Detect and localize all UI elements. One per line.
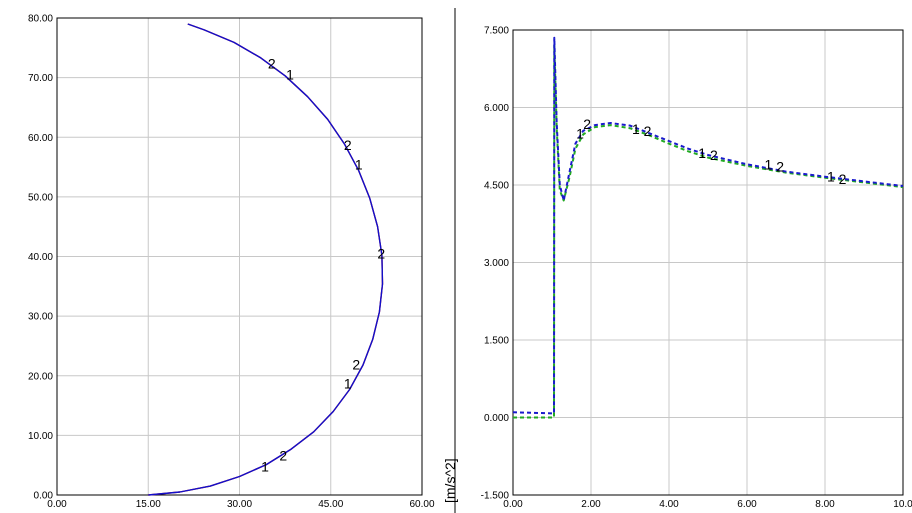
curve-marker-label: 1 <box>698 145 706 161</box>
series-line-1 <box>513 44 904 419</box>
curve-marker-label: 2 <box>644 123 652 139</box>
x-tick-label: 6.00 <box>737 499 757 510</box>
curve-marker-label: 2 <box>279 448 287 464</box>
y-tick-label: 1.500 <box>484 336 509 347</box>
y-tick-label: 10.00 <box>28 431 53 442</box>
curve-marker-label: 1 <box>261 458 269 474</box>
y-tick-label: 6.000 <box>484 103 509 114</box>
y-tick-label: 7.500 <box>484 26 509 37</box>
curve-marker-label: 2 <box>583 116 591 132</box>
y-tick-label: -1.500 <box>481 491 510 502</box>
curve-marker-label: 1 <box>827 169 835 185</box>
curve-marker-label: 2 <box>268 55 276 71</box>
x-tick-label: 10.0 <box>893 499 912 510</box>
x-tick-label: 2.00 <box>581 499 601 510</box>
series-line-2 <box>148 23 384 496</box>
x-tick-label: 15.00 <box>136 499 161 510</box>
curve-marker-label: 1 <box>344 376 352 392</box>
curve-marker-label: 1 <box>576 125 584 141</box>
x-tick-label: 0.00 <box>47 499 67 510</box>
curve-marker-label: 2 <box>839 171 847 187</box>
curve-marker-label: 1 <box>355 157 363 173</box>
curve-marker-label: 2 <box>710 147 718 163</box>
y-tick-label: 50.00 <box>28 192 53 203</box>
x-tick-label: 8.00 <box>815 499 835 510</box>
plot-frame <box>56 17 423 496</box>
y-tick-label: 80.00 <box>28 14 53 25</box>
trajectory-chart: 0.00 15.00 30.00 45.00 60.00 0.00 10.00 20.00 30… <box>28 14 435 511</box>
y-tick-label: 40.00 <box>28 252 53 263</box>
curve-marker-label: 1 <box>765 156 773 172</box>
curve-marker-label: 1 <box>286 67 294 83</box>
x-tick-label: 45.00 <box>318 499 343 510</box>
x-tick-label: 60.00 <box>409 499 434 510</box>
curve-marker-label: 2 <box>344 137 352 153</box>
x-tick-label: 30.00 <box>227 499 252 510</box>
plot-frame <box>512 29 904 496</box>
y-tick-label: 30.00 <box>28 312 53 323</box>
y-axis-label: [m/s^2] <box>442 458 458 503</box>
curve-marker-label: 2 <box>377 246 385 262</box>
acceleration-chart: 0.00 2.00 4.00 6.00 8.00 10.0 -1.500 0.000 1.500… <box>442 26 912 511</box>
curve-marker-label: 2 <box>776 158 784 174</box>
x-tick-label: 4.00 <box>659 499 679 510</box>
series-line-2 <box>512 36 904 415</box>
y-tick-label: 20.00 <box>28 371 53 382</box>
series-line-1 <box>148 23 384 496</box>
curve-marker-label: 1 <box>632 121 640 137</box>
y-tick-label: 70.00 <box>28 73 53 84</box>
curve-marker-label: 2 <box>352 356 360 372</box>
y-tick-label: 0.00 <box>34 491 54 502</box>
y-tick-label: 60.00 <box>28 133 53 144</box>
y-tick-label: 0.000 <box>484 413 509 424</box>
x-tick-label: 0.00 <box>503 499 523 510</box>
y-tick-label: 3.000 <box>484 258 509 269</box>
y-tick-label: 4.500 <box>484 181 509 192</box>
